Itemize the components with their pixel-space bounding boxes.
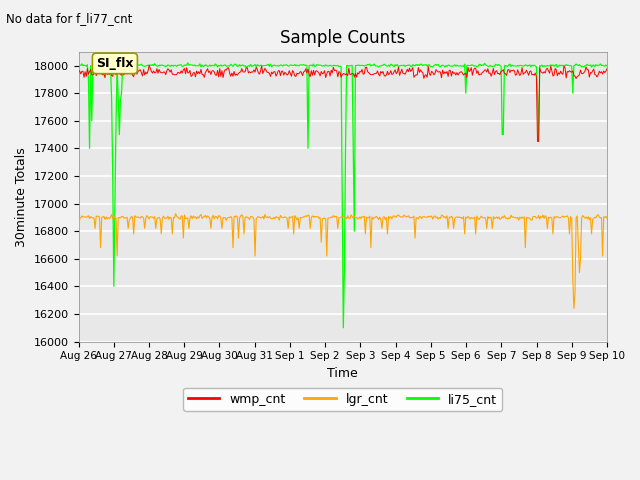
Text: No data for f_li77_cnt: No data for f_li77_cnt (6, 12, 132, 25)
Legend: wmp_cnt, lgr_cnt, li75_cnt: wmp_cnt, lgr_cnt, li75_cnt (183, 388, 502, 411)
X-axis label: Time: Time (328, 367, 358, 380)
Text: SI_flx: SI_flx (96, 57, 134, 70)
Y-axis label: 30minute Totals: 30minute Totals (15, 147, 28, 247)
Title: Sample Counts: Sample Counts (280, 29, 406, 48)
